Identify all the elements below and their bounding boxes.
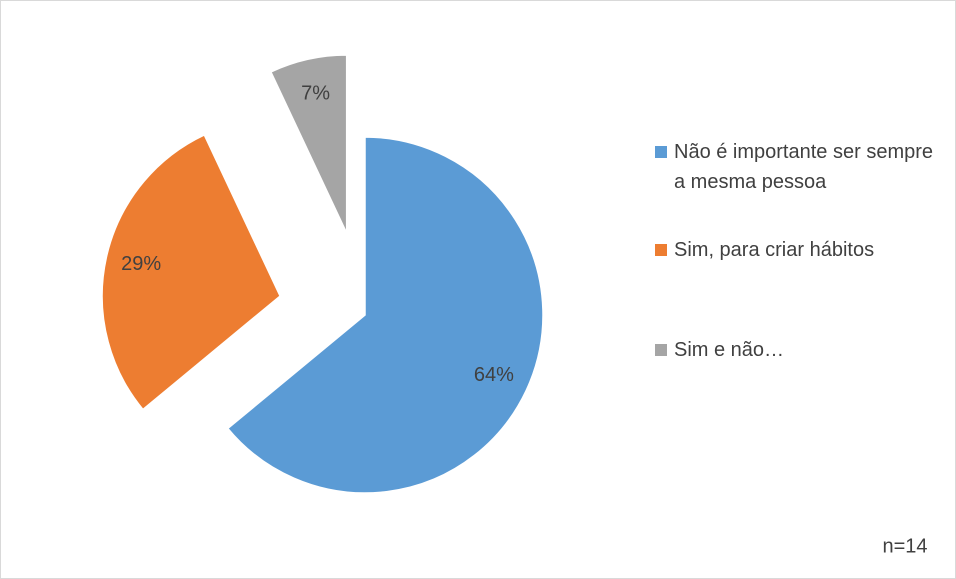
- data-label: 29%: [121, 253, 161, 275]
- legend-label: Sim e não…: [674, 339, 785, 361]
- annotation: n=14: [882, 535, 927, 557]
- legend-label: Sim, para criar hábitos: [674, 239, 875, 261]
- legend-swatch: [655, 344, 667, 356]
- legend-swatch: [655, 244, 667, 256]
- pie-slice: [226, 136, 544, 494]
- legend-swatch: [655, 146, 667, 158]
- legend-label: Não é importante ser sempre a mesma pess…: [674, 141, 934, 193]
- pie-slice: [101, 133, 282, 411]
- pie-slice: [269, 54, 348, 234]
- data-label: 7%: [301, 82, 330, 104]
- data-label: 64%: [474, 364, 514, 386]
